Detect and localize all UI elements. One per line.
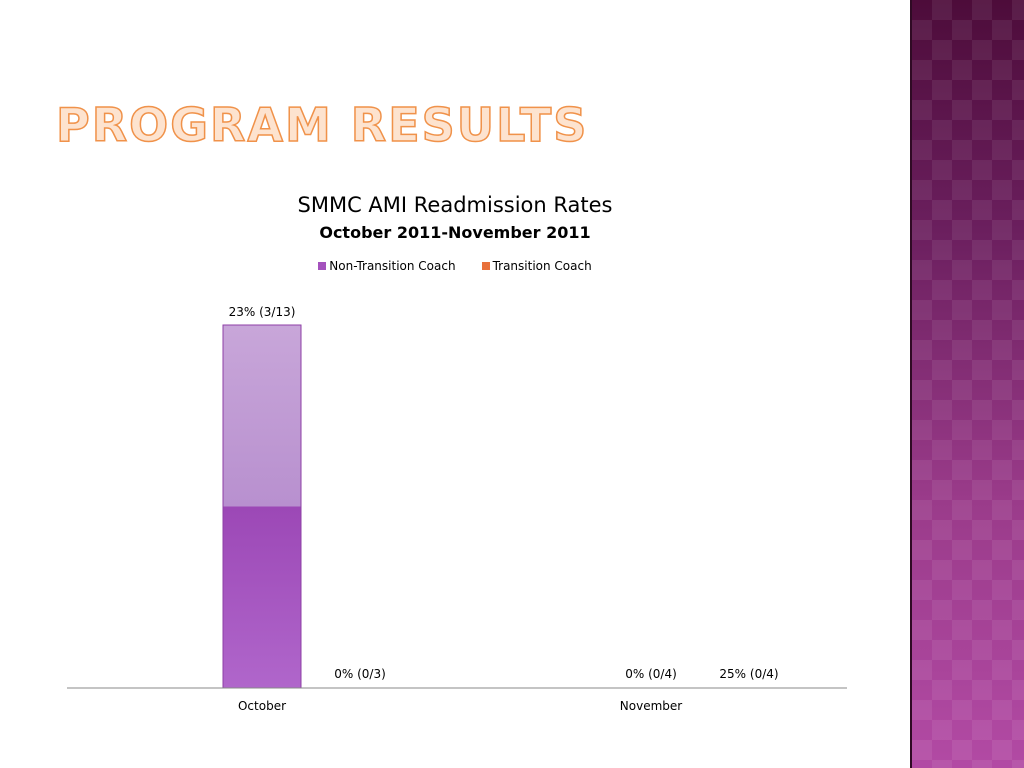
slide-title: Program Results: [55, 98, 589, 152]
bars-layer: [222, 324, 302, 689]
labels-layer: 23% (3/13) 0% (0/4) 0% (0/3) 25% (0/4) Octob…: [229, 305, 779, 713]
chart-legend: Non-Transition Coach Transition Coach: [60, 259, 850, 273]
chart-subtitle: October 2011-November 2011: [319, 223, 591, 242]
bar-non-transition-october: [222, 324, 302, 689]
legend-label-non-transition: Non-Transition Coach: [329, 259, 456, 273]
legend-swatch-non-transition: [318, 262, 327, 270]
legend-item-non-transition: Non-Transition Coach: [318, 259, 456, 273]
legend-item-transition: Transition Coach: [481, 259, 592, 273]
x-tick-label-november: November: [620, 699, 682, 713]
data-label-transition-october: 0% (0/3): [334, 667, 386, 681]
data-label-non-transition-november: 0% (0/4): [625, 667, 677, 681]
x-tick-label-october: October: [238, 699, 286, 713]
data-label-non-transition-october: 23% (3/13): [229, 305, 296, 319]
data-label-transition-november: 25% (0/4): [719, 667, 778, 681]
side-decoration-panel: [910, 0, 1024, 768]
legend-swatch-transition: [481, 262, 490, 270]
legend-label-transition: Transition Coach: [492, 259, 592, 273]
chart-title: SMMC AMI Readmission Rates: [297, 193, 613, 217]
